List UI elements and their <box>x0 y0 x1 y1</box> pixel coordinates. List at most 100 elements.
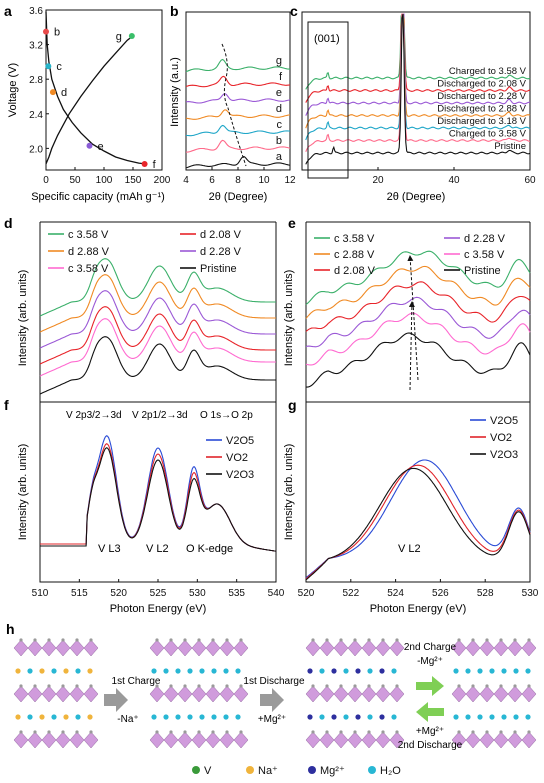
panel-a-point-label: d <box>61 87 67 99</box>
oxygen-atom <box>485 730 489 734</box>
octahedron <box>479 731 495 749</box>
ion <box>175 714 181 720</box>
panel-b-series-f <box>185 75 291 88</box>
octahedron <box>333 639 349 657</box>
ion <box>465 668 471 674</box>
ion <box>331 668 337 674</box>
octahedron <box>83 685 99 703</box>
ion <box>235 668 241 674</box>
panel-d-legend-label: d 2.08 V <box>200 229 242 241</box>
panel-e-series-3 <box>305 312 531 366</box>
oxygen-atom <box>325 730 329 734</box>
oxygen-atom <box>75 638 79 642</box>
octahedron <box>347 639 363 657</box>
panel-c-annotation: (001) <box>314 33 340 45</box>
ion <box>379 714 385 720</box>
panel-a-xtick-label: 200 <box>154 175 171 186</box>
ion <box>27 668 33 674</box>
ion <box>453 714 459 720</box>
oxygen-atom <box>225 638 229 642</box>
oxygen-atom <box>353 638 357 642</box>
panel-a-ytick-label: 3.6 <box>29 6 43 17</box>
oxygen-atom <box>367 638 371 642</box>
oxygen-atom <box>19 638 23 642</box>
ion <box>513 668 519 674</box>
panel-f-xtick-label: 520 <box>110 588 127 599</box>
ion <box>489 668 495 674</box>
panel-d-legend-label: d 2.88 V <box>68 246 110 258</box>
oxygen-atom <box>169 730 173 734</box>
panel-a-x-ticks: 0 50 100 150 200 <box>43 167 171 186</box>
oxygen-atom <box>339 730 343 734</box>
panel-a-chart: 2.0 2.4 2.8 3.2 3.6 0 50 100 150 200 b c d e f g Volt… <box>7 6 171 203</box>
oxygen-atom <box>471 638 475 642</box>
schematic-crystal-structures <box>13 638 537 749</box>
panel-g-series-2 <box>305 467 531 581</box>
octahedron <box>41 685 57 703</box>
octahedron <box>27 639 43 657</box>
panel-f-annotation-1: V 2p3/2→3d <box>66 410 122 421</box>
oxygen-atom <box>75 730 79 734</box>
panel-b-series-label: b <box>276 135 282 147</box>
oxygen-atom <box>457 684 461 688</box>
octahedron <box>521 731 537 749</box>
octahedron <box>389 639 405 657</box>
panel-c-series-6 <box>305 13 531 165</box>
panel-a-point-label: f <box>153 159 157 171</box>
ion <box>39 668 45 674</box>
panel-a-point-label: b <box>54 27 60 39</box>
panel-c-chart: 20 40 60 Charged to 3.58 V Discharged to 2.… <box>301 11 536 203</box>
ion <box>51 714 57 720</box>
panel-f-annotation-vl2: V L2 <box>146 543 169 555</box>
panel-f-xtick-label: 540 <box>268 588 285 599</box>
panel-e-legend-label: d 2.08 V <box>334 265 376 277</box>
panel-a-point-f <box>141 160 148 167</box>
oxygen-atom <box>395 684 399 688</box>
panel-b-series-g <box>185 58 291 73</box>
oxygen-atom <box>197 638 201 642</box>
octahedron <box>333 731 349 749</box>
panel-a-point-label: g <box>116 31 122 43</box>
panel-c-xtick-label: 40 <box>448 175 460 186</box>
ion <box>15 668 21 674</box>
octahedron <box>163 685 179 703</box>
panel-f-xlabel: Photon Energy (eV) <box>110 603 207 615</box>
panel-g-legend: V2O5 VO2 V2O3 <box>470 415 518 461</box>
octahedron <box>389 685 405 703</box>
panel-c-series-label: Discharged to 2.28 V <box>437 91 526 102</box>
ion <box>63 668 69 674</box>
schematic-legend-label: H₂O <box>380 765 401 777</box>
panel-c-series-1 <box>305 13 531 103</box>
panel-e-arrow-2 <box>407 255 419 381</box>
panel-e-legend-label: c 2.88 V <box>334 249 375 261</box>
panel-e-legend-label: c 3.58 V <box>334 233 375 245</box>
panel-a-point-label: e <box>98 141 104 153</box>
octahedron <box>507 685 523 703</box>
panel-f-annotation-vl3: V L3 <box>98 543 121 555</box>
octahedron <box>465 685 481 703</box>
ion <box>15 714 21 720</box>
schematic-legend-dot <box>308 766 316 774</box>
panel-e-series-2 <box>305 265 531 319</box>
oxygen-atom <box>47 684 51 688</box>
oxygen-atom <box>381 684 385 688</box>
panel-b-xtick-label: 10 <box>258 175 270 186</box>
panel-c-series-label: Charged to 3.58 V <box>449 129 527 140</box>
ion <box>163 714 169 720</box>
schematic-arrow-1-bottom: -Na⁺ <box>117 714 138 725</box>
oxygen-atom <box>513 730 517 734</box>
oxygen-atom <box>197 730 201 734</box>
panel-b-series-c <box>185 124 291 137</box>
octahedron <box>177 639 193 657</box>
oxygen-atom <box>61 638 65 642</box>
schematic-legend-dot <box>192 766 200 774</box>
panel-e-legend: c 3.58 V d 2.28 V c 2.88 V c 3.58 V d 2.08 V… <box>314 233 506 277</box>
schematic-arrow-1-top: 1st Charge <box>112 676 161 687</box>
panel-e-series-0 <box>305 250 531 305</box>
ion <box>211 714 217 720</box>
octahedron <box>149 639 165 657</box>
oxygen-atom <box>513 684 517 688</box>
panel-g-legend-label: V2O5 <box>490 415 518 427</box>
